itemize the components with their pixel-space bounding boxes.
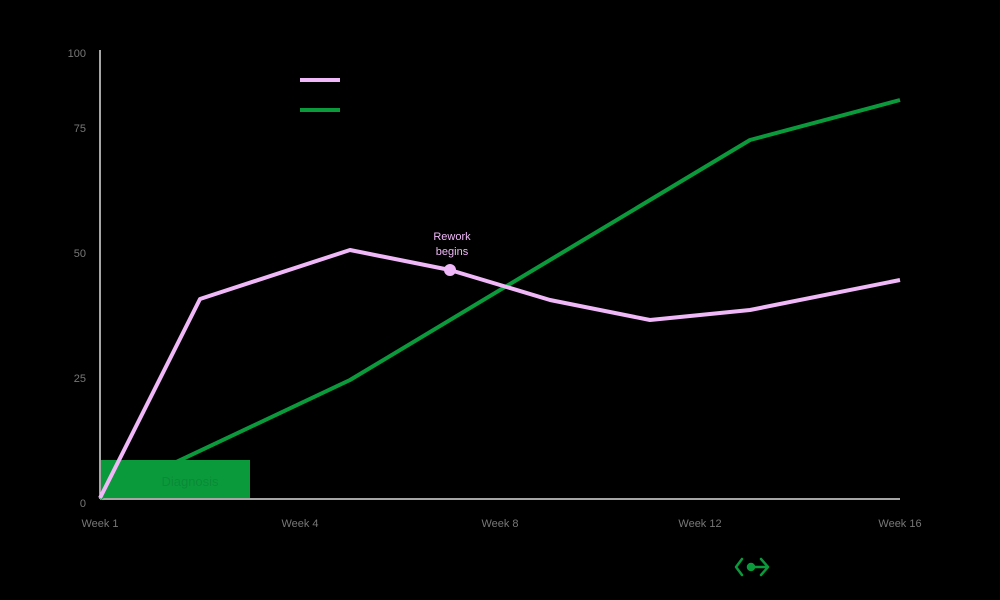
x-tick-week1: Week 1 — [81, 518, 118, 530]
x-tick-week16: Week 16 — [878, 518, 921, 530]
y-tick-50: 50 — [74, 248, 86, 260]
series-pink-line — [98, 248, 901, 499]
y-tick-25: 25 — [74, 373, 86, 385]
diagnosis-bar-label: Diagnosis — [161, 474, 219, 489]
y-tick-100: 100 — [68, 48, 86, 60]
x-tick-week8: Week 8 — [481, 518, 518, 530]
x-tick-week12: Week 12 — [678, 518, 721, 530]
y-tick-0: 0 — [80, 498, 86, 510]
code-arrow-icon — [734, 557, 770, 577]
annotation-line1: Rework — [433, 231, 471, 243]
annotation-line2: begins — [436, 246, 469, 258]
diagnosis-bar — [101, 460, 250, 498]
x-tick-week4: Week 4 — [281, 518, 318, 530]
series-green-line — [99, 98, 901, 500]
y-tick-75: 75 — [74, 123, 86, 135]
rework-marker — [444, 264, 456, 276]
